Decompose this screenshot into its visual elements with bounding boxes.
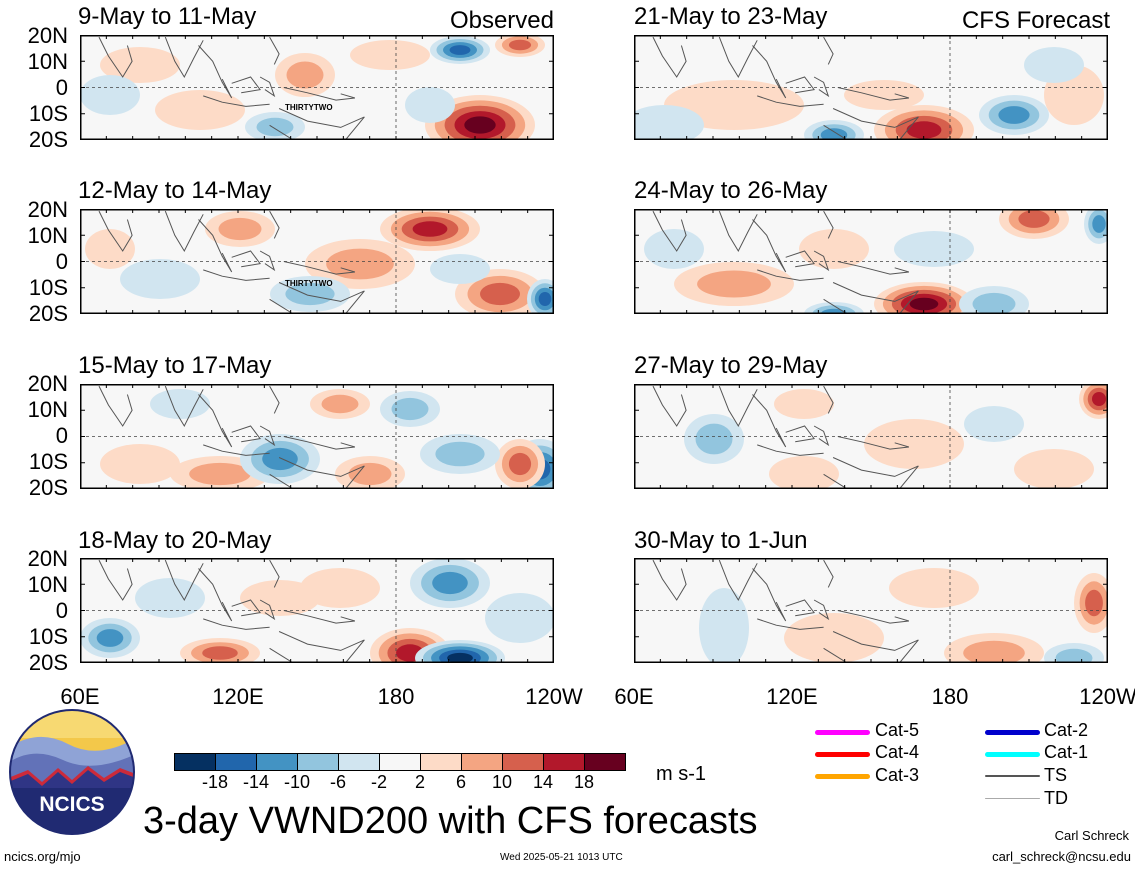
colorbar-label: 2 [414, 772, 426, 792]
map-panel-7 [634, 384, 1108, 489]
legend-swatch-cat4 [815, 752, 870, 757]
legend-swatch-cat2 [985, 730, 1040, 735]
forecast-label: CFS Forecast [961, 7, 1110, 34]
storm-label: THIRTYTWO [285, 103, 333, 112]
colorbar-swatch [297, 753, 339, 771]
panel-title-1: 9-May to 11-May [78, 3, 257, 30]
map-panel-5 [634, 35, 1108, 140]
legend-label-cat2: Cat-2 [1044, 720, 1089, 740]
map-panel-2: THIRTYTWO [80, 209, 554, 314]
colorbar-swatch [256, 753, 298, 771]
panel-title-2: 12-May to 14-May [78, 177, 272, 204]
panel-title-3: 15-May to 17-May [78, 352, 272, 379]
colorbar-label: -14 [242, 772, 270, 792]
colorbar-swatch [584, 753, 626, 771]
map-panel-4 [80, 558, 554, 663]
colorbar-swatch [215, 753, 257, 771]
map-panel-6 [634, 209, 1108, 314]
colorbar-label: 6 [455, 772, 467, 792]
colorbar-label: 18 [573, 772, 595, 792]
panel-title-4: 18-May to 20-May [78, 527, 272, 554]
panel-title-6: 24-May to 26-May [634, 177, 828, 204]
author-email: carl_schreck@ncsu.edu [992, 849, 1131, 864]
colorbar-label: 14 [532, 772, 554, 792]
colorbar-swatch [461, 753, 503, 771]
colorbar-label: -2 [370, 772, 388, 792]
colorbar-swatch [379, 753, 421, 771]
map-panel-3 [80, 384, 554, 489]
panel-title-5: 21-May to 23-May [634, 3, 828, 30]
legend-swatch-cat1 [985, 752, 1040, 757]
colorbar-label: 10 [491, 772, 513, 792]
map-panel-1: THIRTYTWO [80, 35, 554, 140]
main-title: 3-day VWND200 with CFS forecasts [143, 800, 758, 842]
colorbar-swatch [338, 753, 380, 771]
colorbar-label: -10 [283, 772, 311, 792]
units-label: m s-1 [656, 763, 706, 785]
observed-label: Observed [449, 7, 554, 34]
colorbar-swatch [502, 753, 544, 771]
panel-title-7: 27-May to 29-May [634, 352, 828, 379]
ncics-logo: NCICS [9, 709, 135, 835]
legend-label-td: TD [1044, 788, 1068, 808]
svg-text:NCICS: NCICS [39, 793, 104, 816]
colorbar-label: -18 [201, 772, 229, 792]
legend-label-cat4: Cat-4 [875, 742, 920, 762]
author-name: Carl Schreck [1054, 828, 1129, 843]
legend-swatch-cat5 [815, 730, 870, 735]
legend-label-ts: TS [1044, 765, 1068, 785]
legend-label-cat5: Cat-5 [875, 720, 920, 740]
legend-swatch-td [985, 798, 1040, 799]
colorbar-swatch [543, 753, 585, 771]
colorbar-swatch [174, 753, 216, 771]
colorbar-label: -6 [329, 772, 347, 792]
map-panel-8 [634, 558, 1108, 663]
footer-url: ncics.org/mjo [4, 849, 81, 864]
footer-timestamp: Wed 2025-05-21 1013 UTC [500, 852, 623, 863]
legend-label-cat3: Cat-3 [875, 765, 920, 785]
panel-title-8: 30-May to 1-Jun [634, 527, 808, 554]
legend-label-cat1: Cat-1 [1044, 742, 1089, 762]
storm-label: THIRTYTWO [285, 279, 333, 288]
legend-swatch-cat3 [815, 774, 870, 779]
legend-swatch-ts [985, 775, 1040, 777]
colorbar-swatch [420, 753, 462, 771]
